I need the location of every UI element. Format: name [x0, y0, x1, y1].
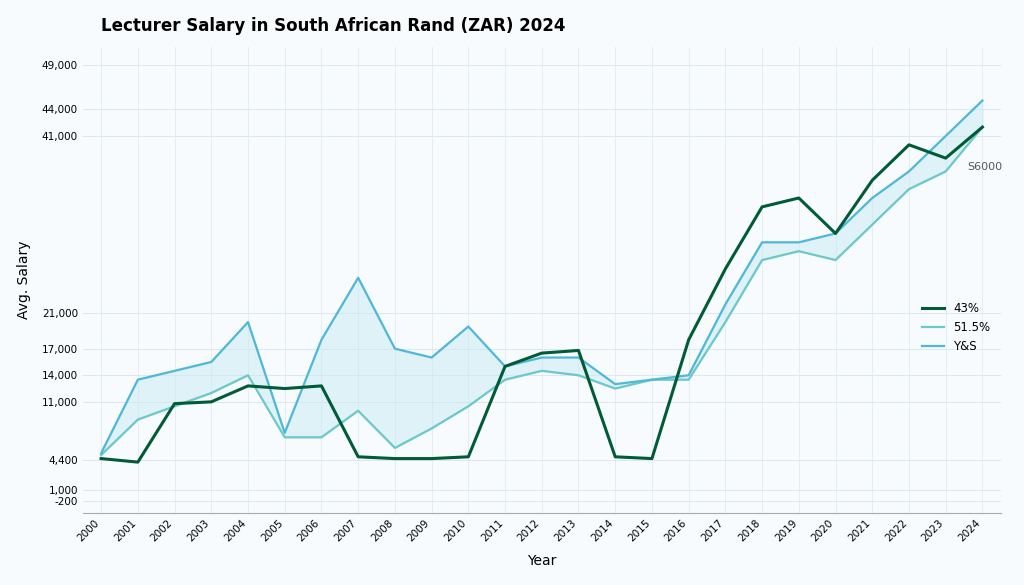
- X-axis label: Year: Year: [527, 555, 556, 569]
- Y-axis label: Avg. Salary: Avg. Salary: [16, 241, 31, 319]
- Text: Lecturer Salary in South African Rand (ZAR) 2024: Lecturer Salary in South African Rand (Z…: [101, 16, 565, 35]
- Legend: 43%, 51.5%, Y&S: 43%, 51.5%, Y&S: [918, 298, 995, 358]
- Text: S6000: S6000: [968, 162, 1002, 172]
